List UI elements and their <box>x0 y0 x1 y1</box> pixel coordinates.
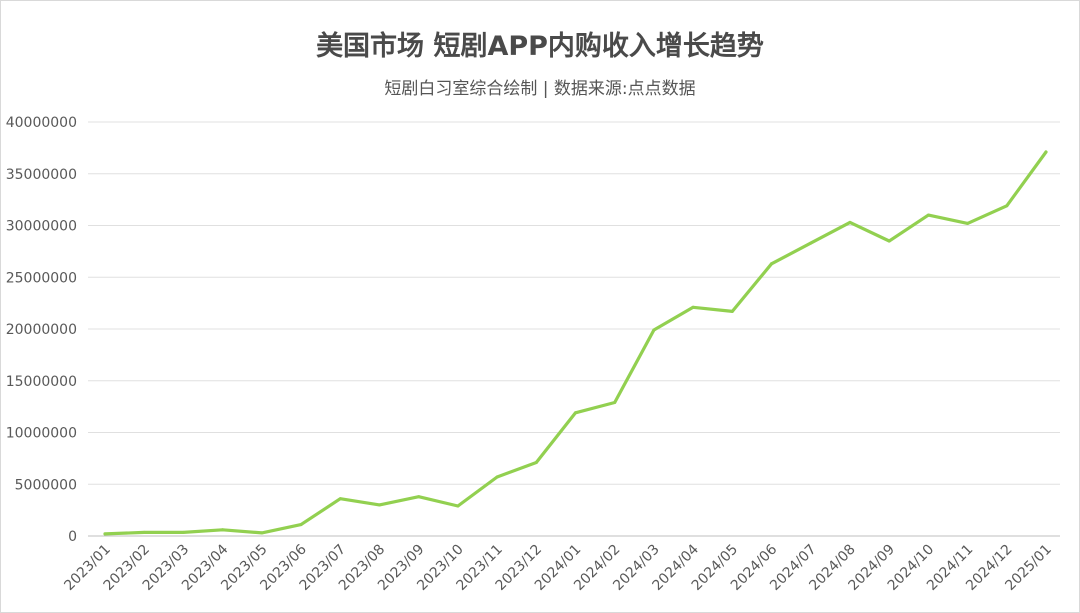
series-line <box>103 150 1048 536</box>
y-tick-label: 5000000 <box>15 477 77 493</box>
data-point <box>574 411 577 415</box>
data-point <box>730 309 734 313</box>
plot-area <box>103 150 1048 536</box>
data-point <box>221 528 225 532</box>
data-point <box>652 328 656 332</box>
data-point <box>770 262 773 266</box>
gridlines <box>88 121 1060 537</box>
data-point <box>142 530 146 534</box>
y-tick-label: 40000000 <box>6 115 77 131</box>
data-point <box>495 475 499 479</box>
data-point <box>691 305 695 309</box>
data-point <box>1005 204 1009 208</box>
data-point <box>887 239 891 243</box>
data-point <box>417 495 421 499</box>
y-tick-label: 25000000 <box>6 270 77 286</box>
y-tick-label: 20000000 <box>6 322 77 338</box>
y-tick-label: 30000000 <box>6 219 77 235</box>
data-point <box>260 531 264 535</box>
data-point <box>378 503 381 507</box>
y-tick-label: 15000000 <box>6 374 77 390</box>
data-point <box>181 530 185 534</box>
y-tick-label: 0 <box>68 529 77 545</box>
data-point <box>1044 150 1048 154</box>
data-point <box>299 523 303 527</box>
data-point <box>926 213 930 217</box>
data-point <box>848 220 852 224</box>
data-point <box>966 221 970 225</box>
data-point <box>338 497 342 501</box>
y-tick-label: 10000000 <box>6 426 77 442</box>
y-tick-label: 35000000 <box>6 167 77 183</box>
y-axis: 0 5000000 10000000 15000000 20000000 25000000… <box>6 115 77 545</box>
chart-subtitle: 短剧白习室综合绘制 | 数据来源:点点数据 <box>384 79 696 99</box>
chart-title: 美国市场 短剧APP内购收入增长趋势 <box>316 31 764 62</box>
data-point <box>534 461 538 464</box>
data-point <box>103 532 107 536</box>
x-axis: 2023/012023/022023/032023/042023/052023/… <box>61 541 1054 594</box>
data-point <box>613 401 617 404</box>
data-point <box>456 504 460 508</box>
data-point <box>809 241 813 245</box>
